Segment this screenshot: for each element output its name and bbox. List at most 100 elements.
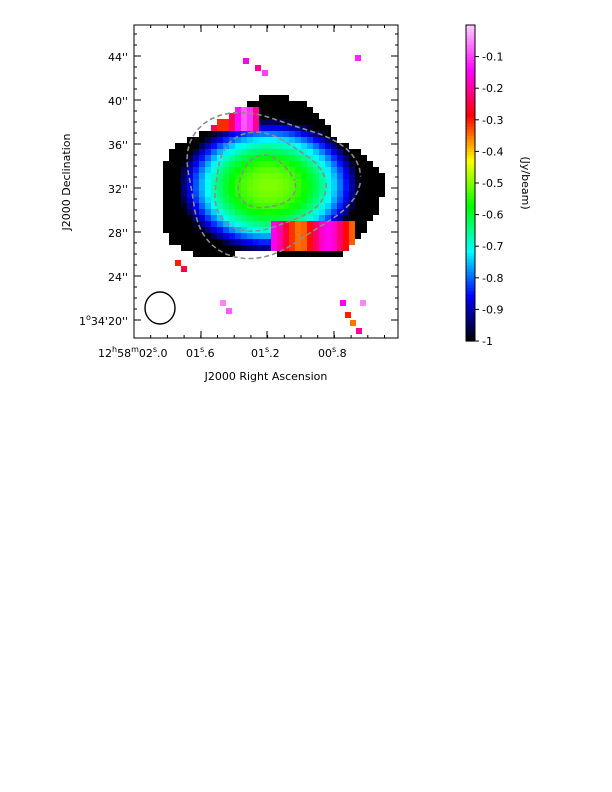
heatmap-cell	[343, 215, 349, 221]
colorbar-tick-label: -0.2	[482, 82, 503, 95]
heatmap-cell	[211, 131, 217, 137]
heatmap-cell	[247, 107, 253, 113]
heatmap-cell	[259, 131, 265, 137]
colorbar-segment	[466, 157, 475, 162]
heatmap-cell	[313, 221, 319, 227]
heatmap-cell	[193, 143, 199, 149]
heatmap-cell	[181, 266, 187, 272]
heatmap-cell	[325, 173, 331, 179]
heatmap-cell	[241, 173, 247, 179]
heatmap-cell	[175, 260, 181, 266]
heatmap-cell	[313, 143, 319, 149]
heatmap-cell	[175, 203, 181, 209]
heatmap-cell	[259, 221, 265, 227]
heatmap-cell	[181, 155, 187, 161]
heatmap-cell	[343, 143, 349, 149]
heatmap-cell	[187, 143, 193, 149]
heatmap-cell	[349, 155, 355, 161]
heatmap-cell	[373, 179, 379, 185]
heatmap-cell	[255, 65, 261, 71]
heatmap-cell	[271, 125, 277, 131]
heatmap-cell	[217, 149, 223, 155]
heatmap-cell	[307, 119, 313, 125]
colorbar-segment	[466, 230, 475, 235]
heatmap-cell	[337, 179, 343, 185]
heatmap-cell	[307, 179, 313, 185]
heatmap-cell	[319, 203, 325, 209]
heatmap-cell	[235, 221, 241, 227]
x-tick-label-2: 01s.2	[251, 345, 280, 360]
heatmap-cell	[265, 227, 271, 233]
heatmap-cell	[241, 107, 247, 113]
heatmap-cell	[229, 137, 235, 143]
colorbar-segment	[466, 81, 475, 86]
heatmap-cell	[325, 137, 331, 143]
heatmap-cell	[199, 227, 205, 233]
colorbar-segment	[466, 107, 475, 111]
heatmap-cell	[217, 137, 223, 143]
heatmap-cell	[271, 113, 277, 119]
heatmap-cell	[241, 179, 247, 185]
heatmap-cell	[283, 143, 289, 149]
heatmap-cell	[343, 149, 349, 155]
heatmap-cell	[271, 245, 277, 251]
heatmap-cell	[283, 251, 289, 257]
heatmap-cell	[277, 107, 283, 113]
colorbar-segment	[466, 189, 475, 194]
x-tick-label-3: 00s.8	[318, 345, 347, 360]
colorbar-tick-label: -0.5	[482, 177, 503, 190]
heatmap-cell	[301, 107, 307, 113]
heatmap-cell	[331, 203, 337, 209]
heatmap-cell	[277, 251, 283, 257]
heatmap-cell	[301, 113, 307, 119]
heatmap-cell	[229, 239, 235, 245]
heatmap-cell	[295, 221, 301, 227]
heatmap-cell	[283, 125, 289, 131]
heatmap-cell	[289, 143, 295, 149]
heatmap-cell	[199, 179, 205, 185]
heatmap-cell	[181, 191, 187, 197]
heatmap-cell	[277, 155, 283, 161]
heatmap-cell	[265, 209, 271, 215]
heatmap-cell	[223, 137, 229, 143]
heatmap-cell	[307, 197, 313, 203]
colorbar-segment	[466, 214, 475, 219]
heatmap-cell	[235, 155, 241, 161]
heatmap-cell	[205, 203, 211, 209]
heatmap-cell	[325, 161, 331, 167]
heatmap-cell	[229, 227, 235, 233]
heatmap-cell	[337, 161, 343, 167]
heatmap-cell	[265, 167, 271, 173]
heatmap-cell	[169, 185, 175, 191]
heatmap-cell	[373, 191, 379, 197]
heatmap-cell	[199, 143, 205, 149]
heatmap-cell	[271, 173, 277, 179]
heatmap-cell	[289, 179, 295, 185]
heatmap-cell	[355, 197, 361, 203]
heatmap-cell	[217, 161, 223, 167]
heatmap-cell	[193, 251, 199, 257]
heatmap-cell	[241, 245, 247, 251]
heatmap-cell	[373, 173, 379, 179]
heatmap-cell	[235, 233, 241, 239]
heatmap-cell	[205, 161, 211, 167]
heatmap-cell	[181, 209, 187, 215]
heatmap-cell	[307, 227, 313, 233]
colorbar-segment	[466, 164, 475, 168]
heatmap-cell	[211, 173, 217, 179]
heatmap-cell	[277, 161, 283, 167]
heatmap-cell	[277, 239, 283, 245]
heatmap-cell	[331, 197, 337, 203]
heatmap-cell	[211, 143, 217, 149]
heatmap-cell	[337, 215, 343, 221]
heatmap-cell	[223, 161, 229, 167]
heatmap-cell	[163, 221, 169, 227]
heatmap-cell	[241, 125, 247, 131]
colorbar-segment	[466, 262, 475, 266]
heatmap-cell	[277, 173, 283, 179]
heatmap-cell	[229, 119, 235, 125]
heatmap-cell	[205, 191, 211, 197]
heatmap-cell	[262, 70, 268, 76]
heatmap-cell	[319, 143, 325, 149]
colorbar-segment	[466, 167, 475, 171]
